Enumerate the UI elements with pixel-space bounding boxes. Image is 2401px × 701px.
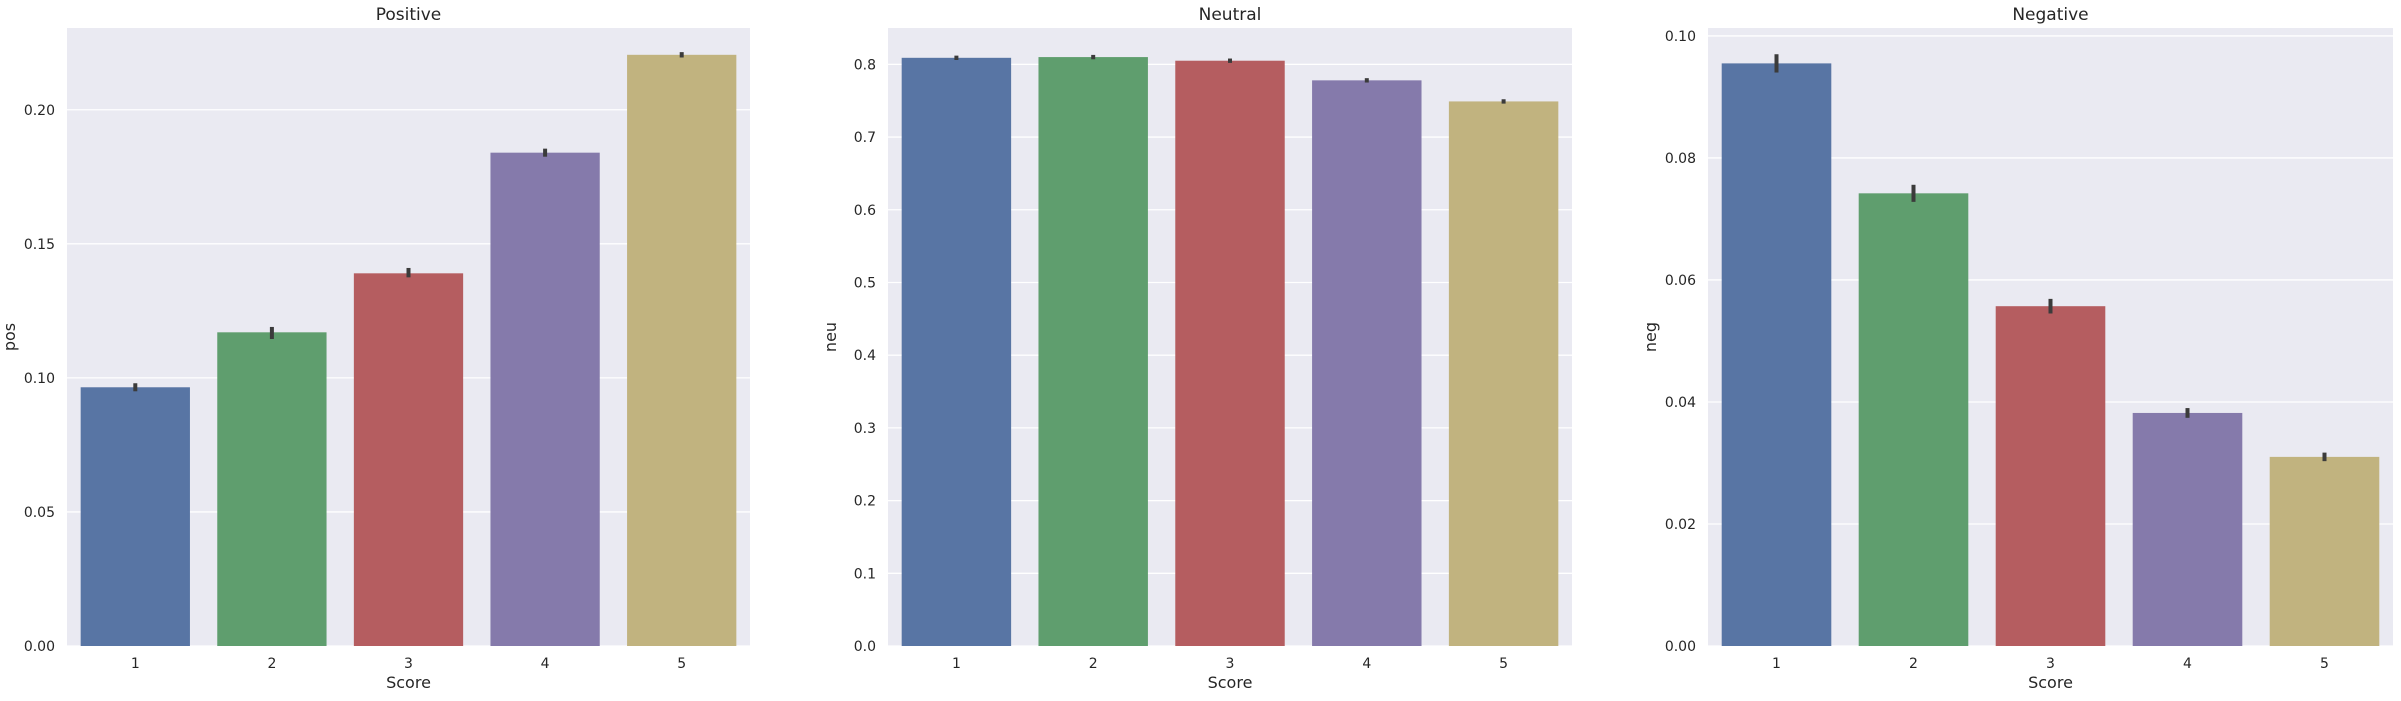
chart-panel-1: 0.00 0.05 0.10 0.15 0.20 1 2 3 4 5 Positive Score po… [0, 5, 750, 692]
bar-4 [490, 152, 600, 646]
bar-3 [1175, 60, 1285, 646]
y-tick-label: 0.05 [24, 505, 55, 521]
y-tick-label: 0.02 [1665, 517, 1696, 533]
y-tick-label: 0.4 [854, 348, 876, 364]
x-tick-label: 3 [2046, 656, 2055, 672]
x-tick-label: 2 [1089, 656, 1098, 672]
chart-panel-2: 0.0 0.1 0.2 0.3 0.4 0.5 0.6 0.7 0.8 1 2 3 4 5 Neutral S… [821, 5, 1572, 692]
x-axis-label: Score [2028, 673, 2073, 692]
y-tick-label: 0.6 [854, 203, 876, 219]
x-tick-label: 5 [2320, 656, 2329, 672]
x-tick-label: 5 [677, 656, 686, 672]
bar-4 [2132, 412, 2243, 646]
y-tick-label: 0.3 [854, 421, 876, 437]
x-axis-label: Score [386, 673, 431, 692]
y-tick-label: 0.06 [1665, 273, 1696, 289]
bar-4 [1312, 80, 1422, 646]
chart-title: Neutral [1199, 5, 1262, 25]
y-axis-label: neu [821, 322, 840, 352]
chart-title: Negative [2012, 5, 2088, 25]
bar-2 [217, 332, 327, 646]
x-tick-label: 2 [1909, 656, 1918, 672]
y-tick-label: 0.00 [1665, 639, 1696, 655]
x-tick-label: 2 [267, 656, 276, 672]
bar-5 [1448, 101, 1559, 647]
bar-3 [1995, 306, 2106, 646]
y-tick-label: 0.00 [24, 639, 55, 655]
bar-2 [1858, 193, 1969, 646]
y-tick-label: 0.15 [24, 237, 55, 253]
y-tick-label: 0.5 [854, 275, 876, 291]
bar-5 [2269, 456, 2380, 646]
y-axis-label: neg [1641, 322, 1660, 352]
y-axis-label: pos [0, 323, 19, 351]
x-axis-label: Score [1208, 673, 1253, 692]
chart-title: Positive [376, 5, 442, 25]
y-tick-label: 0.1 [854, 566, 876, 582]
chart-panel-3: 0.00 0.02 0.04 0.06 0.08 0.10 1 2 3 4 5 Negative Sco… [1641, 5, 2393, 692]
y-tick-label: 0.04 [1665, 395, 1696, 411]
y-tick-label: 0.08 [1665, 151, 1696, 167]
x-tick-label: 1 [952, 656, 961, 672]
y-tick-label: 0.7 [854, 130, 876, 146]
bar-3 [353, 273, 464, 646]
x-tick-label: 4 [1362, 656, 1371, 672]
bar-1 [1721, 63, 1832, 646]
x-tick-label: 3 [1226, 656, 1235, 672]
x-tick-label: 5 [1499, 656, 1508, 672]
bar-1 [80, 387, 190, 646]
y-tick-label: 0.10 [24, 371, 55, 387]
x-tick-label: 4 [2183, 656, 2192, 672]
y-tick-label: 0.20 [24, 103, 55, 119]
y-tick-label: 0.10 [1665, 29, 1696, 45]
bar-1 [901, 57, 1012, 647]
y-tick-label: 0.2 [854, 494, 876, 510]
bar-5 [627, 54, 737, 646]
x-tick-label: 4 [541, 656, 550, 672]
x-tick-label: 1 [131, 656, 140, 672]
x-tick-label: 3 [404, 656, 413, 672]
x-tick-label: 1 [1772, 656, 1781, 672]
bar-2 [1038, 57, 1148, 647]
y-tick-label: 0.8 [854, 57, 876, 73]
y-tick-label: 0.0 [854, 639, 876, 655]
